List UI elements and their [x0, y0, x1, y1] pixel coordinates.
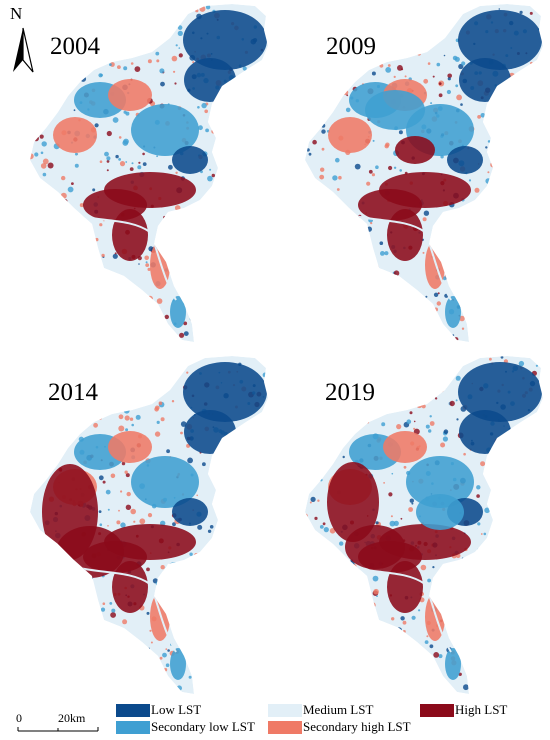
- year-label-4: 2019: [325, 379, 375, 406]
- legend-label-secondary-high: Secondary high LST: [303, 719, 411, 734]
- legend-item-secondary-low: Secondary low LST: [116, 720, 255, 734]
- lst-map-1: [30, 4, 268, 342]
- legend-item-high: High LST: [420, 703, 507, 717]
- legend-swatch-medium: [268, 703, 302, 717]
- legend-label-medium: Medium LST: [303, 702, 374, 717]
- north-label: N: [10, 4, 23, 23]
- year-label-2: 2009: [326, 33, 376, 60]
- legend-swatch-high: [420, 703, 454, 717]
- legend-item-secondary-high: Secondary high LST: [268, 720, 411, 734]
- scale-bar-line: [17, 727, 99, 732]
- map-panel-1: 2004: [0, 0, 275, 352]
- year-label-3: 2014: [48, 379, 98, 406]
- north-arrow-icon: [13, 27, 34, 73]
- lst-map-3: [30, 356, 268, 694]
- map-panel-2: 2009: [275, 0, 550, 352]
- year-label-1: 2004: [50, 33, 100, 60]
- lst-map-4: [305, 356, 543, 694]
- lst-map-2: [305, 4, 543, 342]
- scale-bar: 0 20km: [14, 712, 104, 736]
- legend-item-low: Low LST: [116, 703, 201, 717]
- legend-label-low: Low LST: [151, 702, 202, 717]
- legend-swatch-secondary-high: [268, 720, 302, 734]
- map-panel-3: 2014: [0, 352, 275, 704]
- scale-label-end: 20km: [58, 711, 86, 725]
- scale-label-start: 0: [16, 711, 22, 725]
- legend-swatch-secondary-low: [116, 720, 150, 734]
- map-panel-4: 2019: [275, 352, 550, 704]
- legend-item-medium: Medium LST: [268, 703, 373, 717]
- legend-swatch-low: [116, 703, 150, 717]
- legend-label-secondary-low: Secondary low LST: [151, 719, 255, 734]
- legend-label-high: High LST: [455, 702, 508, 717]
